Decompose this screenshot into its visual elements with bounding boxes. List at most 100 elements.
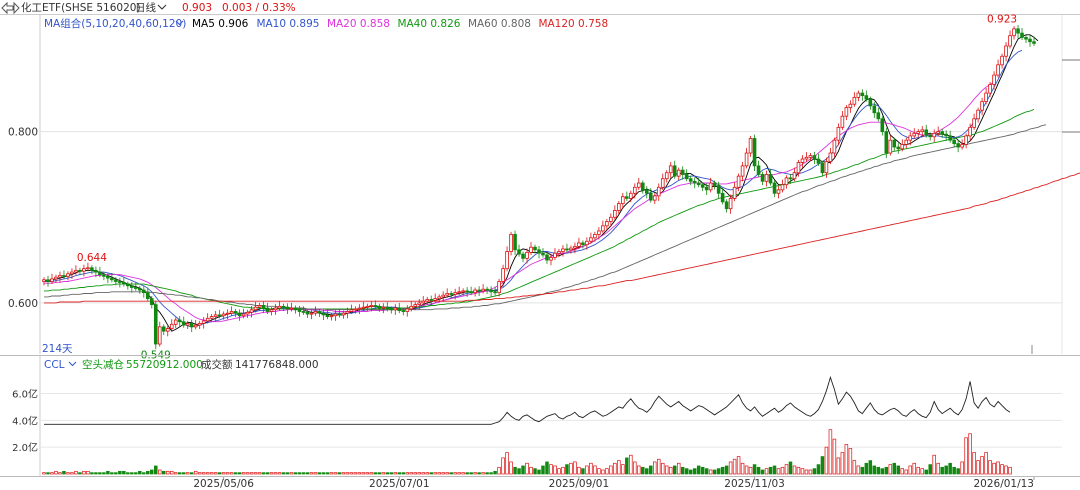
candle	[629, 190, 633, 203]
candle	[58, 271, 62, 283]
candle	[581, 240, 585, 249]
amount-bar	[425, 472, 429, 475]
amount-bar	[102, 472, 106, 475]
amount-bar	[233, 472, 238, 475]
amount-bar	[401, 472, 406, 475]
amount-bar	[70, 472, 74, 475]
amount-bar	[185, 472, 190, 475]
ma-legend-item: MA10 0.895	[256, 18, 319, 30]
ma-line-ma120	[44, 172, 1080, 304]
amount-bar	[541, 465, 545, 475]
candle	[589, 232, 593, 244]
candle	[916, 129, 921, 138]
candle	[201, 317, 206, 329]
ccl-line	[44, 375, 1011, 425]
amount-bar	[325, 472, 330, 475]
candle	[924, 124, 929, 138]
amount-bar	[293, 472, 298, 475]
amount-bar	[193, 470, 198, 475]
amount-bar	[792, 465, 797, 475]
toggle-icon[interactable]	[1, 1, 20, 15]
amount-bar	[197, 472, 202, 475]
amount-bar	[972, 452, 976, 475]
x-tick-label: 2025/07/01	[369, 478, 430, 490]
candle	[189, 319, 194, 333]
candle	[50, 273, 54, 285]
amount-bar	[317, 472, 322, 475]
candle	[389, 306, 394, 314]
ma-legend-item: MA60 0.808	[468, 18, 531, 30]
candle	[185, 320, 190, 330]
amount-bar	[393, 472, 398, 475]
candle	[229, 306, 234, 316]
indicator-name[interactable]: CCL	[44, 359, 65, 371]
candle	[86, 262, 90, 272]
amount-bar	[301, 472, 306, 475]
candle	[720, 188, 725, 205]
amount-bar	[62, 470, 66, 475]
amount-bar	[265, 472, 270, 475]
candle	[597, 227, 601, 240]
candle	[1024, 34, 1028, 43]
amount-bar	[661, 462, 665, 475]
amount-bar	[525, 462, 529, 475]
amount-bar	[545, 461, 549, 475]
candle	[249, 305, 254, 318]
candle	[489, 286, 493, 297]
amount-bar	[796, 466, 801, 475]
amount-bar	[465, 472, 469, 475]
candle	[157, 321, 162, 347]
indicator-item2-label: 成交额	[201, 358, 233, 371]
amount-bar	[601, 469, 605, 475]
candle	[1004, 42, 1008, 62]
amount-bar	[42, 472, 46, 475]
amount-bar	[736, 456, 741, 475]
amount-bar	[329, 472, 334, 475]
candle	[712, 180, 717, 190]
candle	[1012, 26, 1016, 40]
amount-bar	[704, 468, 709, 475]
chevron-down-icon[interactable]	[175, 20, 184, 26]
chevron-down-icon[interactable]	[68, 361, 77, 367]
candle	[205, 313, 210, 324]
candle	[501, 264, 505, 287]
candle	[756, 160, 761, 178]
ma-group-label[interactable]: MA组合(5,10,20,40,60,120)	[44, 17, 186, 30]
amount-bar	[800, 468, 805, 475]
indicator-tick-label: 2.0亿	[12, 441, 38, 454]
amount-bar	[888, 464, 893, 475]
amount-bar	[389, 472, 394, 475]
amount-bar	[633, 461, 637, 475]
candle	[245, 309, 250, 318]
candle	[968, 123, 972, 142]
candle	[964, 133, 968, 149]
candle	[513, 230, 517, 255]
candle	[537, 245, 541, 259]
candle	[197, 320, 202, 330]
amount-bar	[561, 466, 565, 475]
candle	[413, 302, 418, 311]
amount-bar	[692, 468, 697, 475]
amount-bar	[213, 472, 218, 475]
amount-bar	[277, 472, 282, 475]
indicator-item2-value: 141776848.000	[235, 359, 319, 371]
x-tick-label: 2025/09/01	[549, 478, 610, 490]
candle	[469, 286, 473, 296]
candle	[676, 167, 681, 181]
candle	[241, 308, 246, 319]
amount-bar	[840, 452, 845, 475]
candle	[293, 305, 298, 314]
amount-bar	[904, 469, 909, 475]
chevron-down-icon[interactable]	[157, 4, 167, 10]
candle	[126, 281, 130, 290]
candle	[285, 303, 290, 315]
amount-bar	[980, 456, 984, 475]
amount-bar	[940, 466, 944, 475]
amount-bar	[118, 470, 122, 475]
candle	[409, 301, 414, 312]
candle	[804, 152, 809, 162]
candle	[509, 231, 513, 256]
period-selector[interactable]: 日线	[135, 1, 156, 14]
candle	[453, 288, 457, 300]
